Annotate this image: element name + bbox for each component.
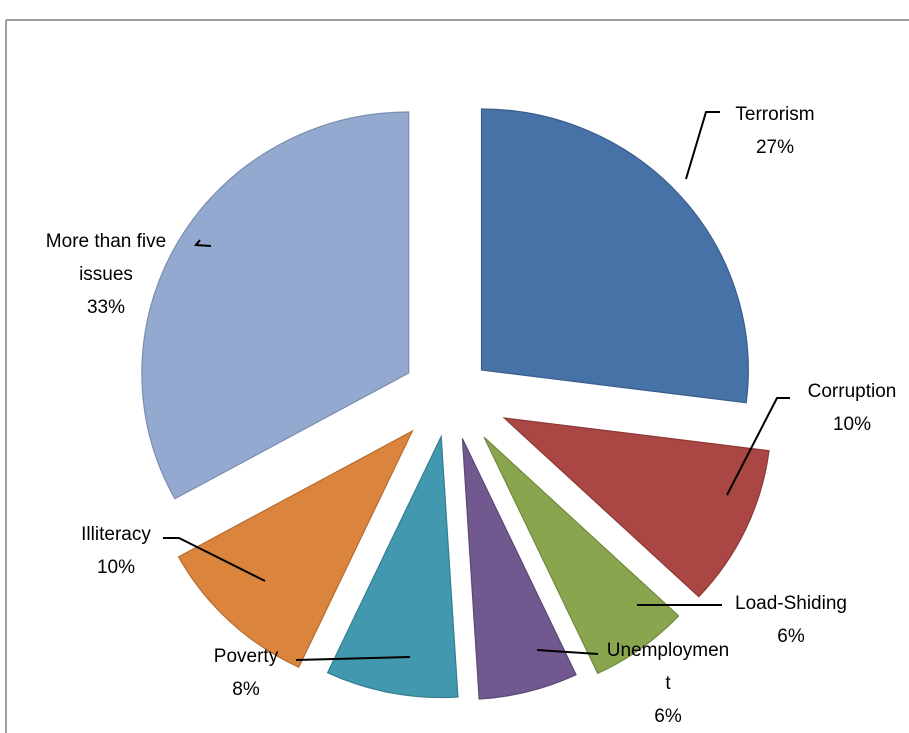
leader-line-unemploymen-t: [536, 649, 599, 655]
data-label-category-illiteracy: Illiteracy: [81, 524, 151, 545]
leader-line-more-than-five-issues: [194, 239, 212, 247]
leader-line-terrorism: [685, 111, 720, 180]
leader-line-illiteracy: [163, 537, 266, 582]
data-label-percent-illiteracy: 10%: [97, 557, 135, 578]
data-label-percent-corruption: 10%: [833, 414, 871, 435]
data-label-category-unemploymen-t-1: t: [665, 673, 671, 694]
pie-slice-unemploymen-t: [461, 438, 577, 700]
data-label-category-corruption: Corruption: [808, 381, 897, 402]
data-label-percent-more-than-five-issues: 33%: [87, 297, 125, 318]
data-label-percent-terrorism: 27%: [756, 137, 794, 158]
pie-slice-corruption: [502, 417, 770, 598]
data-label-percent-load-shiding: 6%: [777, 626, 805, 647]
pie-slice-illiteracy: [177, 429, 414, 669]
pie-slice-terrorism: [480, 108, 749, 404]
data-label-percent-poverty: 8%: [232, 679, 260, 700]
data-label-category-load-shiding: Load-Shiding: [735, 593, 847, 614]
data-label-category-more-than-five-issues-1: issues: [79, 264, 133, 285]
pie-slice-more-than-five-issues: [141, 111, 410, 500]
data-label-category-terrorism: Terrorism: [735, 104, 814, 125]
data-label-category-unemploymen-t-0: Unemploymen: [607, 640, 730, 661]
pie-slice-load-shiding: [483, 436, 680, 675]
data-label-percent-unemploymen-t: 6%: [654, 706, 682, 727]
data-label-category-more-than-five-issues-0: More than five: [46, 231, 166, 252]
leader-line-poverty: [295, 656, 411, 661]
leader-line-corruption: [726, 397, 790, 496]
pie-slice-poverty: [326, 434, 459, 699]
data-label-category-poverty: Poverty: [214, 646, 279, 667]
frame-border: [5, 19, 909, 733]
